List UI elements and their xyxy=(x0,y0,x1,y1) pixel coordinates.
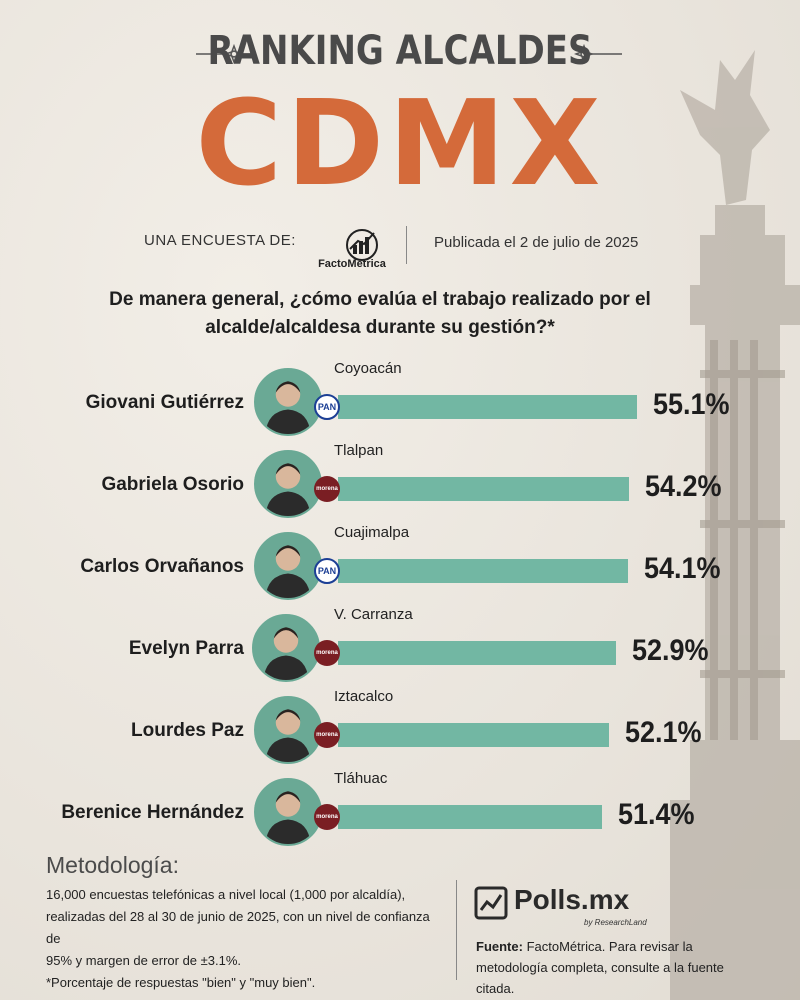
mayor-name: Carlos Orvañanos xyxy=(80,556,244,577)
value-label: 54.2% xyxy=(644,470,722,503)
sparkle-decoration-right xyxy=(574,44,622,64)
value-label: 51.4% xyxy=(618,798,695,831)
mayor-photo-avatar xyxy=(254,450,322,518)
source-text: FactoMétrica. Para revisar la metodologí… xyxy=(476,939,724,996)
mayor-name: Gabriela Osorio xyxy=(101,474,244,495)
footer-divider xyxy=(456,880,457,980)
source-label: Fuente: xyxy=(476,939,523,954)
pollster-logo-text: FactoMétrica xyxy=(318,258,386,270)
chart-row: Berenice Hernández Tláhuac morena 51.4% xyxy=(0,770,800,858)
chart-row: Carlos Orvañanos Cuajimalpa PAN 54.1% xyxy=(0,524,800,612)
polls-mx-brand: Polls.mx xyxy=(514,884,630,915)
polls-mx-logo-icon xyxy=(474,886,508,920)
district-label: V. Carranza xyxy=(334,606,413,623)
source-note: Fuente: FactoMétrica. Para revisar la me… xyxy=(476,936,756,999)
survey-question: De manera general, ¿cómo evalúa el traba… xyxy=(109,289,651,338)
header-divider xyxy=(406,226,407,264)
chart-row: Lourdes Paz Iztacalco morena 52.1% xyxy=(0,688,800,776)
mayor-name: Lourdes Paz xyxy=(131,720,244,741)
chart-row: Gabriela Osorio Tlalpan morena 54.2% xyxy=(0,442,800,530)
methodology-title: Metodología: xyxy=(46,852,179,878)
title-cdmx: CDMX xyxy=(195,74,605,212)
value-label: 52.1% xyxy=(624,716,702,749)
bar xyxy=(338,805,603,829)
value-label: 55.1% xyxy=(653,388,730,421)
mayor-photo-avatar xyxy=(252,614,320,682)
mayor-photo-avatar xyxy=(254,778,322,846)
morena-party-logo-icon: morena xyxy=(314,640,340,666)
district-label: Cuajimalpa xyxy=(334,524,410,541)
morena-party-logo-icon: morena xyxy=(314,804,340,830)
mayor-photo-avatar xyxy=(254,532,322,600)
morena-party-logo-icon: morena xyxy=(314,722,340,748)
methodology-line: realizadas del 28 al 30 de junio de 2025… xyxy=(46,909,430,946)
district-label: Tláhuac xyxy=(334,770,388,787)
bar xyxy=(338,723,609,747)
factometrica-logo-icon xyxy=(346,229,378,261)
morena-party-logo-icon: morena xyxy=(314,476,340,502)
bar xyxy=(338,477,629,501)
value-label: 54.1% xyxy=(643,552,721,585)
methodology-line: 95% y margen de error de ±3.1%. xyxy=(46,953,242,968)
methodology-footnote: *Porcentaje de respuestas "bien" y "muy … xyxy=(46,975,316,990)
pan-party-logo-icon: PAN xyxy=(314,558,340,584)
district-label: Iztacalco xyxy=(334,688,394,705)
mayor-name: Evelyn Parra xyxy=(128,638,244,659)
bar xyxy=(338,559,628,583)
mayor-name: Giovani Gutiérrez xyxy=(85,392,244,413)
published-date: Publicada el 2 de julio de 2025 xyxy=(434,234,639,251)
value-label: 52.9% xyxy=(632,634,709,667)
chart-row: Giovani Gutiérrez Coyoacán PAN 55.1% xyxy=(0,360,800,448)
byline: UNA ENCUESTA DE: xyxy=(144,232,296,249)
mayor-name: Berenice Hernández xyxy=(61,802,244,823)
bar xyxy=(338,641,617,665)
sparkle-decoration-left xyxy=(196,44,244,64)
methodology-line: 16,000 encuestas telefónicas a nivel loc… xyxy=(46,887,406,902)
chart-row: Evelyn Parra V. Carranza morena 52.9% xyxy=(0,606,800,694)
angel-independence-illustration xyxy=(670,50,800,1000)
bar xyxy=(338,395,637,419)
mayor-photo-avatar xyxy=(254,368,322,436)
pan-party-logo-icon: PAN xyxy=(314,394,340,420)
district-label: Tlalpan xyxy=(334,442,384,459)
methodology-text: 16,000 encuestas telefónicas a nivel loc… xyxy=(46,884,446,994)
mayor-photo-avatar xyxy=(254,696,322,764)
title-ranking-alcaldes: RANKING ALCALDES xyxy=(207,28,593,74)
polls-mx-subbrand: by ResearchLand xyxy=(584,918,647,927)
district-label: Coyoacán xyxy=(334,360,402,377)
